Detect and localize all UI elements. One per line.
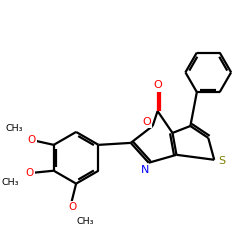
Text: CH₃: CH₃ [1, 178, 19, 187]
Text: O: O [142, 117, 151, 127]
Text: CH₃: CH₃ [76, 217, 94, 226]
Text: O: O [26, 168, 34, 178]
Text: N: N [140, 165, 149, 175]
Text: O: O [153, 80, 162, 90]
Text: O: O [28, 135, 36, 145]
Text: O: O [68, 202, 76, 212]
Text: S: S [218, 156, 226, 166]
Text: CH₃: CH₃ [5, 124, 23, 134]
